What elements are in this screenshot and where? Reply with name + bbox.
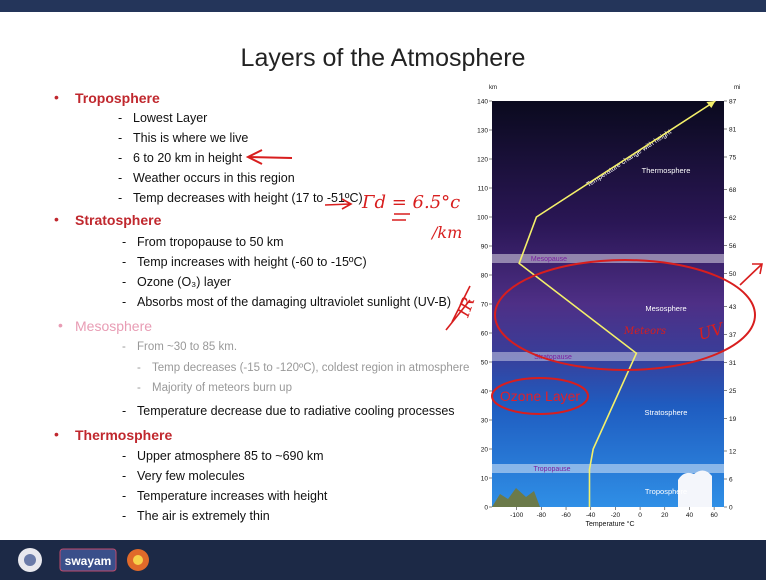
logo-emblem-inner [133,555,143,565]
y2-tick-label: 75 [729,155,737,162]
equal-marks [392,214,410,220]
x-tick-label: -40 [586,512,596,519]
x-tick-label: 0 [638,512,642,519]
underline [360,216,402,222]
y-tick-label: 30 [481,418,489,425]
y-tick-label: 70 [481,302,489,309]
y2-tick-label: 37 [729,332,737,339]
y2-axis-label: mi [734,85,740,91]
y2-tick-label: 6 [729,477,733,484]
y-tick-label: 60 [481,331,489,338]
y2-tick-label: 50 [729,271,737,278]
layer-label: Troposphere [645,487,687,496]
lapse-unit-note: /km [430,223,462,242]
y2-tick-label: 25 [729,388,737,395]
y-tick-label: 140 [477,99,488,106]
y2-tick-label: 0 [729,505,733,512]
x-tick-label: 40 [686,512,694,519]
y-tick-label: 20 [481,447,489,454]
logo-emblem-inner [24,554,36,566]
y2-tick-label: 62 [729,215,737,222]
layer-label: Mesosphere [645,304,686,313]
mesopause-band [492,254,724,263]
y-tick-label: 0 [484,505,488,512]
layer-label: Tropopause [533,466,570,473]
y-tick-label: 90 [481,244,489,251]
y2-tick-label: 56 [729,243,737,250]
x-tick-label: -60 [561,512,571,519]
y2-tick-label: 19 [729,416,737,423]
meteors-note: Meteors [623,326,666,337]
atmosphere-figure: Temperature change with height Thermosph… [0,0,766,540]
arrow [325,199,351,209]
tropopause-band [492,464,724,473]
y-tick-label: 80 [481,273,489,280]
x-tick-label: 60 [711,512,719,519]
y-tick-label: 100 [477,215,488,222]
lapse-rate-note: Γd = 6.5°c [361,192,460,213]
y-axis-label: km [489,85,497,91]
y2-tick-label: 12 [729,449,737,456]
figure-background [492,101,724,507]
y2-tick-label: 81 [729,127,737,134]
x-axis-label: Temperature °C [585,520,634,528]
x-tick-label: -20 [611,512,621,519]
y-tick-label: 110 [478,186,489,193]
y2-tick-label: 43 [729,304,737,311]
y2-tick-label: 31 [729,360,737,367]
arrow [248,150,292,164]
footer-logos: swayam [0,540,766,580]
y-tick-label: 130 [477,128,488,135]
y-tick-label: 10 [481,476,489,483]
layer-label: Stratosphere [645,408,688,417]
x-tick-label: -80 [537,512,547,519]
stratopause-band [492,352,724,361]
y-tick-label: 50 [481,360,489,367]
ozone-label: Ozone Layer [500,388,580,404]
layer-label: Mesopause [531,256,567,263]
logo-text: swayam [65,554,112,568]
footer-bar: swayam [0,540,766,580]
y2-tick-label: 68 [729,187,737,194]
slide-page: Layers of the Atmosphere • Troposphere L… [0,0,766,580]
x-tick-label: 20 [661,512,669,519]
x-tick-label: -100 [510,512,523,519]
layer-label: Thermosphere [642,166,691,175]
y-tick-label: 120 [477,157,488,164]
y2-tick-label: 87 [729,99,737,106]
arrow [740,264,762,285]
y-tick-label: 40 [481,389,489,396]
